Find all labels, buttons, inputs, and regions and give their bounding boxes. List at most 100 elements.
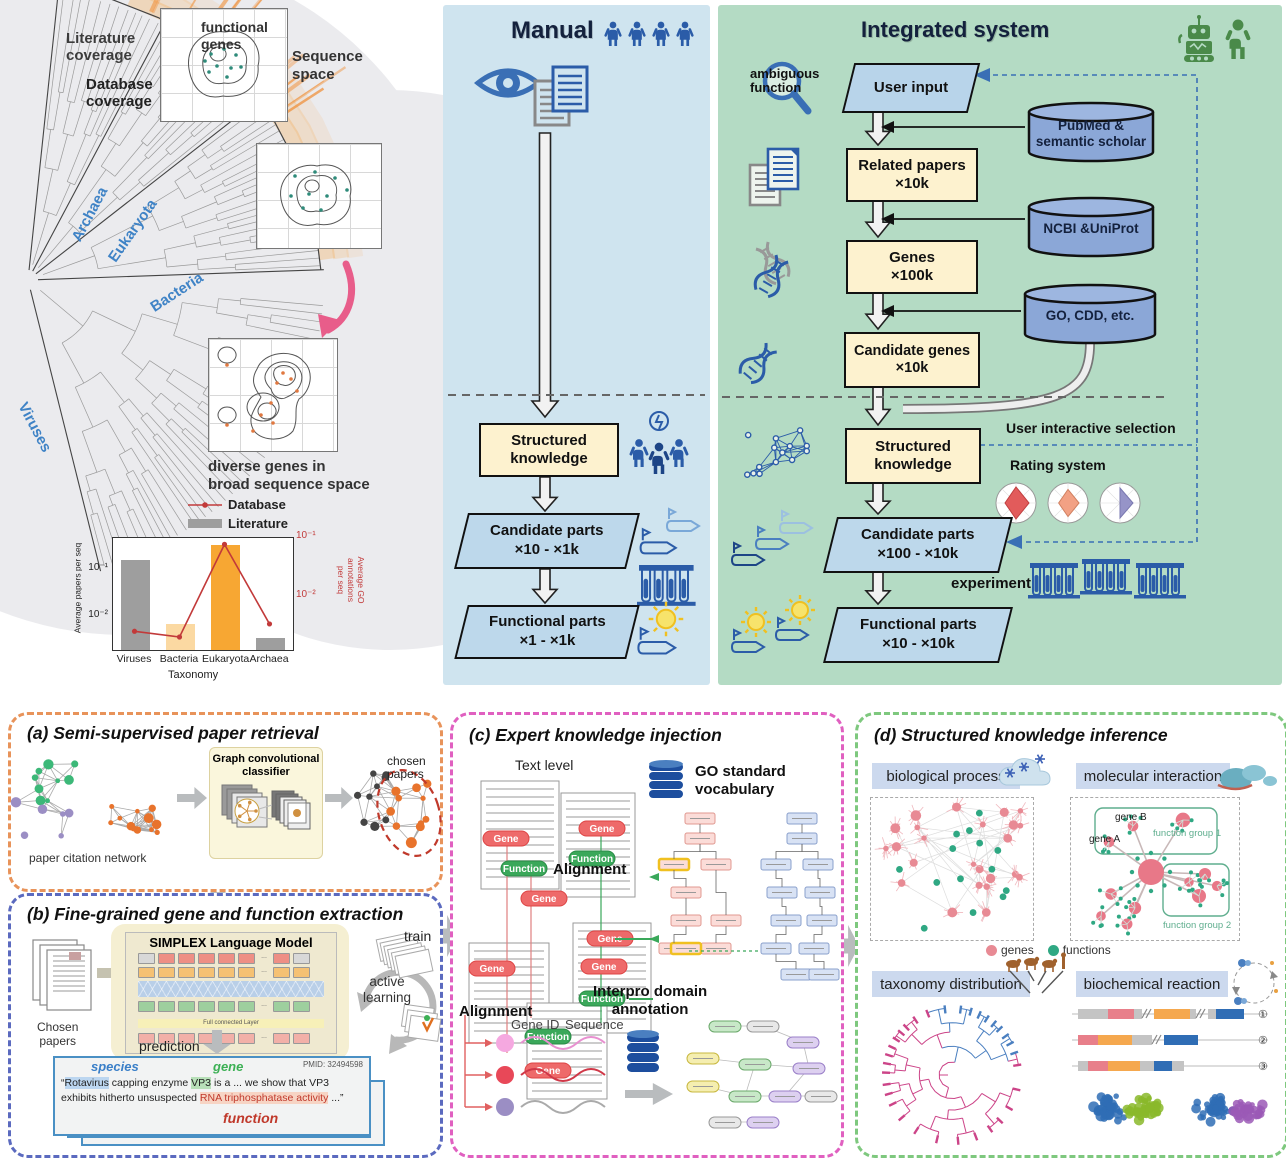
ncbi-database[interactable]: NCBI &UniProt — [1025, 195, 1157, 259]
candidate-genes-label: Candidate genes — [853, 342, 971, 359]
train-label: train — [404, 928, 432, 944]
papers-icon — [748, 147, 800, 207]
gcn-layers-icon — [221, 784, 311, 830]
svg-text:Gene: Gene — [589, 824, 614, 835]
manual-functional-parts-label: Functional parts — [488, 613, 606, 631]
go-database-icon — [649, 760, 683, 798]
svg-text:③: ③ — [1258, 1061, 1268, 1073]
function-group-1-label: function group 1 — [1153, 828, 1222, 839]
gene-tag: gene — [213, 1059, 244, 1074]
fc-layer-strip: Full connected Layer — [138, 1019, 324, 1028]
biochemical-reaction-label: biochemical reaction — [1076, 971, 1228, 997]
manual-candidate-parts-box[interactable]: Candidate parts ×10 - ×1k — [454, 513, 640, 569]
legend-Database: Database — [188, 497, 286, 512]
manual-functional-parts-box[interactable]: Functional parts ×1 - ×1k — [454, 605, 640, 659]
active-learning-label: active learning — [363, 974, 412, 1005]
coverage-overview-figure: Literature coverage Database coverage Ar… — [0, 0, 443, 700]
genetic-parts-icon — [639, 507, 701, 555]
integrated-system-panel: Integrated system ambiguous function Use… — [718, 5, 1282, 685]
x-tick-Archaea: Archaea — [249, 653, 289, 665]
go-vocabulary-label: GO standard vocabulary — [695, 763, 786, 798]
database-line-series — [131, 541, 273, 640]
gcn-classifier-box: Graph convolutional classifier — [209, 747, 323, 859]
experiment-test-tubes-icon — [1028, 559, 1186, 599]
svg-text:Gene: Gene — [479, 964, 504, 975]
user-interactive-selection-label: User interactive selection — [1006, 420, 1176, 436]
panel-d-title: (d) Structured knowledge inference — [874, 725, 1168, 745]
diverse-genes-label: diverse genes in broad sequence space — [208, 458, 370, 493]
int-structured-knowledge-label: Structured knowledge — [874, 438, 952, 473]
prediction-sentence: “Rotavirus capping enzyme VP3 is a ... w… — [61, 1077, 344, 1105]
panel-c: (c) Expert knowledge injection Text leve… — [450, 712, 844, 1158]
integrated-title: Integrated system — [861, 17, 1050, 42]
pink-curved-arrow — [318, 260, 356, 338]
interpro-database-icon — [627, 1030, 659, 1072]
taxonomy-distribution-label: taxonomy distribution — [872, 971, 1030, 997]
mol-network-frame: gene B gene A function group 1 function … — [1070, 797, 1240, 941]
related-papers-label: Related papers — [858, 157, 966, 174]
manual-candidate-parts-label: Candidate parts — [490, 522, 604, 540]
function-highlight: RNA triphosphatase activity — [199, 1092, 329, 1105]
svg-text:②: ② — [1258, 1035, 1268, 1047]
left-axis-label: Average papers per seq — [72, 542, 83, 634]
manual-structured-knowledge-label: Structured knowledge — [510, 432, 588, 467]
x-tick-Bacteria: Bacteria — [159, 653, 199, 665]
manual-structured-knowledge-box[interactable]: Structured knowledge — [479, 423, 619, 477]
legend-Literature: Literature — [188, 516, 288, 531]
simplex-inner: SIMPLEX Language Model ......... Full co… — [125, 932, 337, 1054]
pubmed-database[interactable]: PubMed & semantic scholar — [1025, 100, 1157, 164]
pubmed-label: PubMed & semantic scholar — [1035, 118, 1147, 150]
integrated-flow-arrows — [722, 68, 1198, 606]
functional-genes-label: functional genes — [201, 19, 268, 52]
simplex-title: SIMPLEX Language Model — [149, 935, 313, 950]
coverage-bar-chart: Database Literature 10⁻¹ 10⁻² 10⁻¹ 10⁻² Virus… — [60, 495, 390, 690]
manual-title: Manual — [511, 17, 594, 44]
arrow-a1 — [177, 787, 207, 809]
related-papers-box[interactable]: Related papers ×10k — [846, 148, 978, 202]
function-tag: function — [223, 1110, 279, 1126]
dna-pair-icon — [753, 241, 791, 299]
interpro-label: Interpro domain annotation — [593, 983, 708, 1018]
right-axis-label: Average GO annotations per seq — [336, 556, 366, 604]
ncbi-label: NCBI &UniProt — [1043, 221, 1139, 236]
user-input-box[interactable]: User input — [841, 63, 981, 113]
gcn-classifier-label: Graph convolutional classifier — [212, 753, 320, 779]
go-cdd-database[interactable]: GO, CDD, etc. — [1021, 282, 1159, 346]
left-tick: 10⁻² — [88, 608, 108, 620]
manual-candidate-range: ×10 - ×1k — [514, 541, 580, 558]
sequence-space-plot-2 — [256, 143, 382, 249]
legend-genes-label: genes — [1001, 943, 1034, 957]
species-highlight: Rotavirus — [64, 1077, 109, 1089]
int-structured-knowledge-box[interactable]: Structured knowledge — [845, 428, 981, 484]
connector-b1 — [97, 968, 119, 978]
left-tick: 10⁻¹ — [88, 561, 108, 573]
dna-icon — [738, 342, 777, 385]
legend-functions-label: functions — [1062, 943, 1111, 957]
svg-text:Gene: Gene — [493, 834, 518, 845]
team-idea-icon — [629, 411, 689, 474]
user-input-label: User input — [873, 78, 949, 96]
output-token-row: ... — [138, 1033, 310, 1044]
go-cdd-label: GO, CDD, etc. — [1045, 308, 1135, 323]
gene-a-label: gene A — [1089, 834, 1121, 845]
manual-panel: Manual Structured knowledge Candidate pa… — [443, 5, 710, 685]
genes-count: ×100k — [890, 267, 934, 284]
int-functional-parts-box[interactable]: Functional parts ×10 - ×10k — [823, 607, 1013, 663]
experiment-label: experiment — [951, 575, 1032, 592]
gene-id-label: Gene ID — [511, 1017, 560, 1032]
alignment-bottom-label: Alignment — [459, 1003, 533, 1020]
int-candidate-parts-box[interactable]: Candidate parts ×100 - ×10k — [823, 517, 1013, 573]
right-tick: 10⁻¹ — [296, 529, 316, 541]
prediction-label: prediction — [139, 1038, 200, 1054]
candidate-parts-stack-icon — [730, 509, 814, 566]
int-functional-parts-label: Functional parts — [859, 616, 977, 634]
candidate-genes-box[interactable]: Candidate genes ×10k — [844, 332, 980, 388]
panel-d: (d) Structured knowledge inference biolo… — [855, 712, 1286, 1158]
rating-radar-charts[interactable] — [994, 479, 1144, 527]
protein-structures — [1088, 1092, 1268, 1127]
chosen-papers-network — [353, 769, 442, 857]
pmid-label: PMID: 32494598 — [302, 1060, 363, 1069]
contour-plot-2 — [280, 164, 352, 226]
genes-box[interactable]: Genes ×100k — [846, 240, 978, 294]
